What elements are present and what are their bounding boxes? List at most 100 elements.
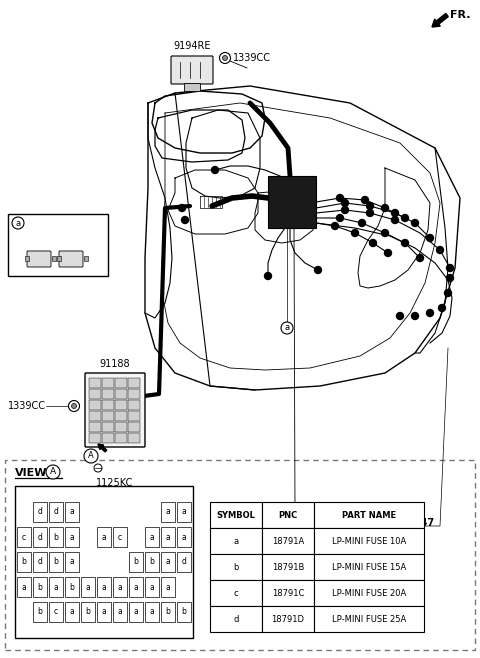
Bar [161,552,175,572]
Bar [89,433,101,443]
Text: b: b [166,607,170,617]
Bar [89,400,101,410]
Text: 18791A: 18791A [272,536,304,545]
FancyBboxPatch shape [171,56,213,84]
Bar [115,433,127,443]
Circle shape [69,401,80,411]
Text: c: c [234,588,238,597]
Bar [210,606,262,632]
Circle shape [367,209,373,216]
FancyBboxPatch shape [59,251,83,267]
Text: b: b [181,607,186,617]
Circle shape [411,313,419,320]
Bar [65,502,79,522]
Bar [128,389,140,399]
Bar [33,527,47,547]
Text: a: a [133,582,138,592]
Text: 91100: 91100 [328,505,359,515]
Text: a: a [181,532,186,542]
Text: b: b [37,582,42,592]
Text: a: a [285,324,289,332]
Text: 1339CC: 1339CC [8,401,46,411]
Text: d: d [54,507,59,517]
Text: a: a [133,607,138,617]
Bar [89,411,101,421]
Bar [33,552,47,572]
Text: a: a [150,607,155,617]
Circle shape [427,309,433,316]
Bar [262,554,314,580]
Circle shape [384,249,392,257]
Circle shape [46,465,60,479]
Bar [49,577,63,597]
Text: a: a [85,582,90,592]
Text: b: b [70,582,74,592]
Bar [210,554,262,580]
Bar [129,577,143,597]
FancyArrow shape [98,444,107,452]
Text: d: d [37,532,42,542]
Bar [84,256,88,261]
Bar [33,577,47,597]
Text: a: a [70,507,74,517]
Circle shape [396,313,404,320]
Bar [314,580,424,606]
Bar [17,577,31,597]
Text: 1125KC: 1125KC [96,478,134,488]
Text: b: b [85,607,90,617]
Circle shape [12,217,24,229]
Text: a: a [70,557,74,567]
Bar [128,433,140,443]
Circle shape [332,222,338,230]
Circle shape [336,195,344,201]
Bar [89,378,101,388]
Bar [161,577,175,597]
Text: 1339CC: 1339CC [233,53,271,63]
Bar [314,502,424,528]
Bar [161,502,175,522]
Bar [128,422,140,432]
Bar [89,389,101,399]
Bar [17,527,31,547]
Bar [177,527,191,547]
Bar [262,528,314,554]
Bar [65,527,79,547]
Circle shape [436,247,444,253]
Bar [262,580,314,606]
Bar [81,602,95,622]
Circle shape [444,290,452,297]
Bar [102,389,114,399]
Bar [89,422,101,432]
Circle shape [446,274,454,282]
Text: a: a [102,532,107,542]
Text: b: b [150,557,155,567]
Text: a: a [150,532,155,542]
Bar [210,528,262,554]
Text: a: a [102,607,107,617]
Circle shape [401,215,408,222]
Circle shape [359,220,365,226]
Bar [314,554,424,580]
Bar [262,606,314,632]
Bar [145,602,159,622]
Text: a: a [166,507,170,517]
Text: SYMBOL: SYMBOL [216,511,255,520]
Text: VIEW: VIEW [15,468,48,478]
Text: b: b [22,557,26,567]
Text: a: a [70,607,74,617]
Text: PNC: PNC [278,511,298,520]
Circle shape [264,272,272,280]
Bar [177,552,191,572]
Text: a: a [181,507,186,517]
Text: b: b [233,563,239,572]
Circle shape [179,205,185,211]
Text: PART NAME: PART NAME [342,511,396,520]
Text: LP-MINI FUSE 10A: LP-MINI FUSE 10A [332,536,406,545]
Circle shape [223,55,228,61]
Text: a: a [70,532,74,542]
Text: a: a [150,582,155,592]
Bar [102,400,114,410]
Circle shape [84,449,98,463]
Circle shape [382,205,388,211]
Bar [115,389,127,399]
